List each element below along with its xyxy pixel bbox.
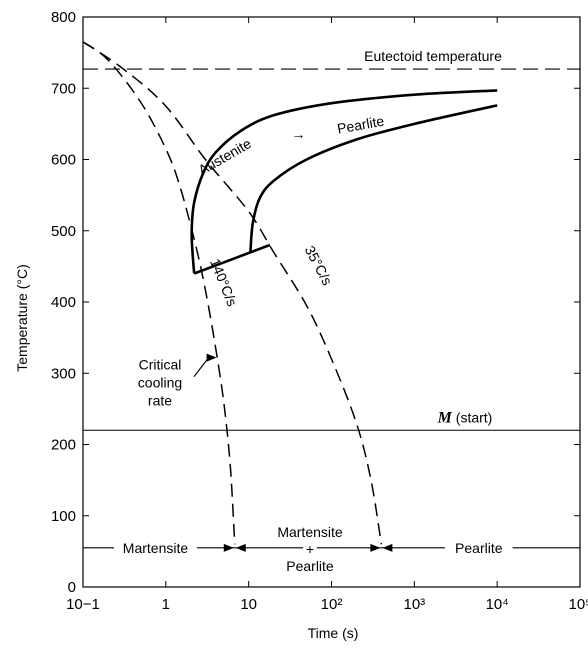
y-tick-label: 200 (51, 437, 76, 454)
y-tick-label: 800 (51, 9, 76, 26)
series-line-transformation-start (190, 89, 498, 274)
x-axis-title: Time (s) (308, 625, 359, 641)
y-tick-label: 100 (51, 508, 76, 525)
critical-rate-arrow (193, 357, 210, 378)
curve-annotation: 35°C/s (302, 243, 336, 288)
y-tick-label: 0 (68, 579, 76, 596)
region-label-bg (276, 558, 344, 576)
region-arrowhead (370, 543, 381, 552)
region-label: Pearlite (455, 540, 503, 556)
region-label-bg (113, 539, 197, 557)
x-tick-label: 10 (240, 596, 257, 613)
region-label-bg (268, 524, 352, 542)
y-axis-title: Temperature (°C) (14, 264, 30, 372)
series-line-cooling-140 (82, 41, 236, 545)
region-label-bg (444, 539, 513, 557)
x-tick-label: 10−1 (66, 596, 100, 613)
y-tick-label: 300 (51, 365, 76, 382)
x-tick-label: 1 (162, 596, 170, 613)
y-tick-label: 700 (51, 80, 76, 97)
series-line-cooling-35 (82, 41, 383, 545)
region-arrowhead (223, 543, 234, 552)
region-label-bg (303, 541, 317, 559)
region-arrowhead (235, 543, 246, 552)
x-tick-label: 10⁴ (486, 596, 509, 613)
critical-rate-label: rate (148, 393, 172, 409)
region-label: Pearlite (286, 558, 334, 574)
y-tick-label: 600 (51, 152, 76, 169)
y-tick-label: 500 (51, 223, 76, 240)
curve-annotation: 140°C/s (207, 256, 241, 308)
x-tick-label: 10⁵ (569, 596, 588, 613)
x-tick-label: 10² (321, 596, 343, 613)
series-line-transformation-end (249, 104, 498, 253)
region-label: Martensite (277, 524, 343, 540)
critical-rate-arrowhead (206, 353, 217, 362)
critical-rate-label: cooling (138, 375, 182, 391)
x-tick-label: 10³ (403, 596, 425, 613)
critical-rate-label: Critical (139, 357, 182, 373)
series-line-cutoff (193, 243, 271, 275)
reference-line-label: Eutectoid temperature (364, 48, 502, 64)
region-label: Martensite (123, 540, 189, 556)
curve-annotation: Austenite (195, 135, 254, 178)
y-tick-label: 400 (51, 294, 76, 311)
region-arrowhead (382, 543, 393, 552)
region-label: + (306, 541, 314, 557)
curve-annotation: → (292, 126, 306, 142)
reference-line-label: M (start) (437, 409, 493, 426)
